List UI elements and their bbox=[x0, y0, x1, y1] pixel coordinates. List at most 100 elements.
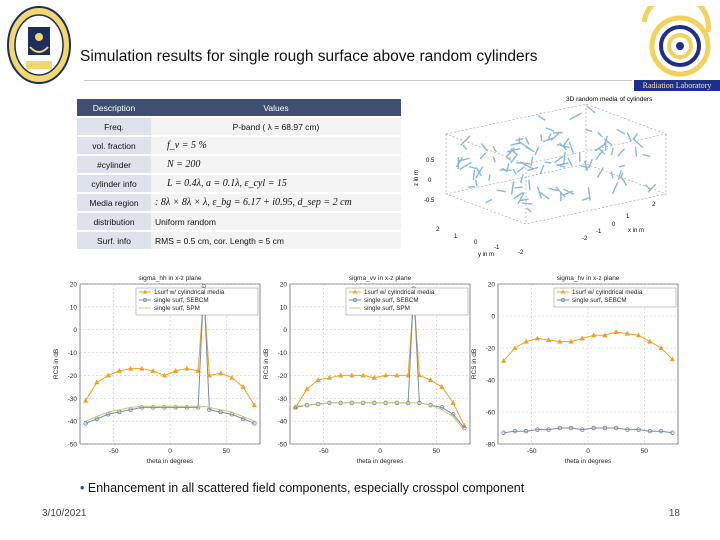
cylinder-mark bbox=[459, 161, 472, 171]
data-point bbox=[591, 332, 597, 338]
cylinder-mark bbox=[581, 197, 590, 201]
data-point bbox=[613, 425, 619, 431]
y-tick-label: -20 bbox=[486, 346, 496, 353]
table-row-label: vol. fraction bbox=[77, 137, 151, 154]
cylinder-mark bbox=[522, 162, 534, 170]
plot3d-xtick: 1 bbox=[626, 214, 630, 220]
cylinder-mark bbox=[610, 171, 614, 179]
legend-label: single surf, SEBCM bbox=[154, 297, 209, 304]
cylinder-mark bbox=[587, 186, 591, 201]
cylinder-mark bbox=[527, 166, 538, 172]
data-point bbox=[557, 425, 563, 431]
table-row-label: #cylinder bbox=[77, 156, 151, 173]
cylinder-mark bbox=[617, 170, 622, 180]
cylinder-mark bbox=[604, 138, 613, 146]
data-point bbox=[360, 372, 366, 378]
table-row: cylinder info L = 0.4λ, a = 0.1λ, ε_cyl … bbox=[77, 175, 401, 192]
data-point bbox=[512, 428, 518, 434]
table-header-description: Description bbox=[77, 99, 151, 116]
data-point bbox=[450, 400, 456, 405]
y-tick-label: -20 bbox=[68, 373, 78, 380]
title-divider bbox=[84, 80, 632, 81]
plot3d-zlabel: z in m bbox=[414, 170, 420, 186]
data-point bbox=[338, 372, 344, 378]
data-point bbox=[116, 368, 122, 373]
cylinder-mark bbox=[525, 146, 535, 153]
series-line bbox=[503, 331, 673, 362]
cylinder-mark bbox=[542, 137, 554, 143]
cylinder-mark bbox=[611, 182, 619, 195]
plot3d-xtick: -1 bbox=[596, 229, 602, 235]
x-tick-label: -50 bbox=[527, 448, 537, 455]
cylinder-mark bbox=[472, 169, 476, 181]
cylinder-mark bbox=[567, 157, 573, 167]
rcs-chart-hh: 20 10 0 -10 -20 -30 -40 -50 -50 0 50 sigma_hh in x-… bbox=[48, 270, 268, 470]
y-axis-label: RCS in dB bbox=[53, 349, 60, 379]
data-point bbox=[624, 330, 630, 336]
x-tick-label: 0 bbox=[586, 448, 590, 455]
data-point bbox=[670, 430, 675, 436]
radiation-lab-label: Radiation Laboratory bbox=[634, 80, 720, 91]
legend-box bbox=[345, 287, 469, 316]
data-point bbox=[669, 356, 675, 362]
legend-marker bbox=[560, 289, 566, 294]
data-point bbox=[173, 368, 179, 373]
cylinder-mark bbox=[620, 172, 624, 179]
series-line bbox=[295, 402, 465, 431]
plot3d-floor bbox=[444, 163, 668, 225]
x-axis-label: theta in degrees bbox=[147, 458, 194, 465]
random-media-3d-plot: 3D random media of cylinders z in m 0.5 … bbox=[396, 94, 686, 262]
table-row-value: L = 0.4λ, a = 0.1λ, ε_cyl = 15 bbox=[151, 175, 401, 192]
cylinder-mark bbox=[516, 162, 530, 165]
x-tick-label: 50 bbox=[433, 448, 441, 455]
data-point bbox=[591, 425, 596, 431]
data-point bbox=[428, 377, 434, 382]
data-point bbox=[293, 405, 298, 410]
cylinder-mark bbox=[492, 145, 498, 153]
data-point bbox=[658, 345, 664, 350]
plot3d-ztick: -0.5 bbox=[424, 198, 435, 204]
cylinder-mark bbox=[596, 167, 604, 179]
cylinder-mark bbox=[586, 105, 596, 114]
cylinder-mark bbox=[510, 148, 517, 155]
cylinder-mark bbox=[460, 135, 471, 146]
data-point bbox=[636, 332, 642, 338]
data-point bbox=[512, 345, 518, 350]
y-tick-label: 0 bbox=[73, 327, 77, 334]
cylinder-mark bbox=[492, 156, 496, 163]
table-row-label: Media region bbox=[77, 194, 151, 211]
plot3d-xtick: 2 bbox=[652, 202, 656, 208]
cylinder-mark bbox=[510, 181, 515, 195]
data-point bbox=[195, 405, 201, 410]
cylinder-mark bbox=[634, 146, 638, 157]
x-tick-label: 0 bbox=[168, 448, 172, 455]
data-point bbox=[184, 405, 190, 410]
y-tick-label: -80 bbox=[486, 442, 496, 449]
cylinder-mark bbox=[501, 167, 508, 173]
radiation-lab-logo bbox=[628, 0, 718, 90]
cylinder-mark bbox=[585, 128, 593, 133]
table-row-label: Freq. bbox=[77, 118, 151, 135]
cylinder-mark bbox=[537, 115, 546, 121]
data-point bbox=[150, 368, 156, 373]
footer-date: 3/10/2021 bbox=[42, 508, 87, 519]
cylinder-mark bbox=[505, 155, 512, 162]
cylinder-mark bbox=[632, 132, 638, 140]
cylinder-mark bbox=[617, 148, 625, 157]
cylinder-mark bbox=[479, 152, 487, 160]
cylinder-mark bbox=[519, 173, 524, 184]
legend-marker bbox=[352, 289, 358, 294]
plot3d-xlabel: x in m bbox=[628, 228, 644, 234]
cylinder-mark bbox=[594, 143, 606, 152]
cylinder-mark bbox=[506, 163, 510, 172]
plot3d-ytick: 1 bbox=[454, 234, 458, 240]
cylinder-mark bbox=[554, 155, 564, 164]
cylinder-mark bbox=[547, 133, 552, 140]
data-point bbox=[439, 384, 445, 389]
cylinder-mark bbox=[512, 168, 518, 175]
y-tick-label: 20 bbox=[488, 282, 496, 289]
legend-marker bbox=[143, 297, 148, 302]
cylinder-mark bbox=[510, 153, 519, 164]
plot3d-title: 3D random media of cylinders bbox=[566, 96, 653, 103]
y-tick-label: -10 bbox=[278, 350, 288, 357]
